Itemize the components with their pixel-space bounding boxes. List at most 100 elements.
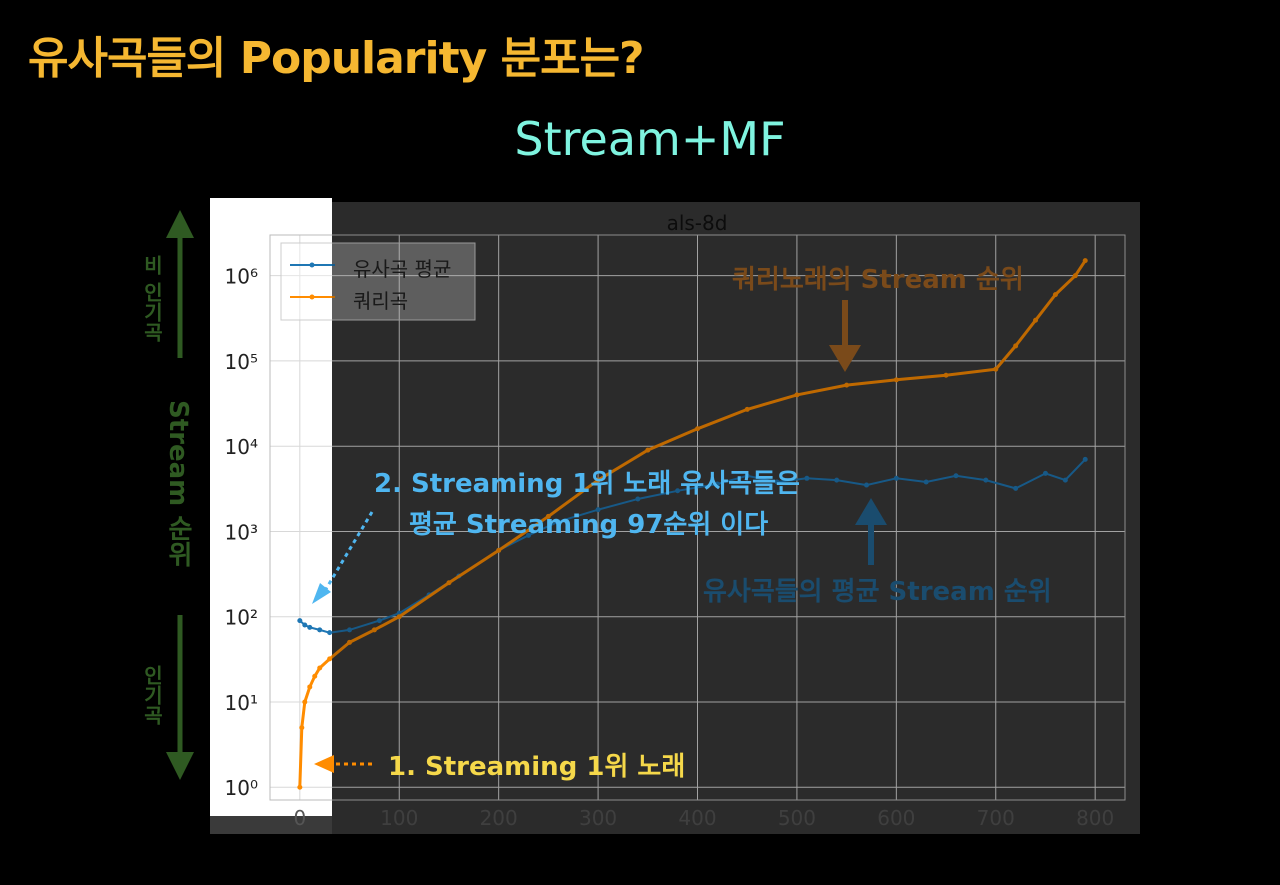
data-point-query (446, 580, 452, 586)
y-tick-label: 10² (225, 606, 258, 630)
data-point-query (327, 656, 333, 662)
legend-box (280, 242, 476, 321)
x-tick-label: 600 (877, 806, 915, 830)
annotation-similar-avg: 유사곡들의 평균 Stream 순위 (703, 577, 1052, 607)
legend-marker-similar (309, 262, 315, 268)
data-point-query (1082, 258, 1088, 264)
query-rank-arrowhead (829, 345, 861, 372)
annotation-note1: 1. Streaming 1위 노래 (388, 752, 686, 782)
y-tick-label: 10⁴ (225, 435, 258, 459)
data-point-similar-avg (317, 627, 323, 633)
data-point-query (496, 547, 502, 553)
chart-dim-panel (332, 202, 1140, 834)
data-point-query (645, 447, 651, 453)
x-tick-label: 0 (293, 806, 306, 830)
annotation-note2-line2: 평균 Streaming 97순위 이다 (409, 510, 769, 540)
data-point-query (347, 639, 353, 645)
note2-arrowhead (312, 583, 331, 604)
y-tick-label: 10⁰ (225, 776, 258, 800)
side-label-stream-rank: Stream 순위 (163, 400, 193, 568)
chart-series-layer (297, 258, 1088, 790)
data-point-similar-avg (714, 481, 720, 487)
data-point-query (993, 366, 999, 372)
x-tick-label: 800 (1076, 806, 1114, 830)
data-point-query (893, 377, 899, 383)
data-point-similar-avg (744, 473, 750, 479)
data-point-similar-avg (1062, 477, 1068, 483)
x-tick-label: 700 (977, 806, 1015, 830)
note1-arrowhead (314, 755, 334, 773)
series-line-similar-avg (299, 458, 1086, 634)
data-point-query (317, 665, 323, 671)
data-point-query (744, 406, 750, 412)
data-point-query (943, 372, 949, 378)
data-point-similar-avg (864, 482, 870, 488)
data-point-similar-avg (1082, 456, 1088, 462)
annotation-query-rank: 쿼리노래의 Stream 순위 (732, 265, 1024, 295)
data-point-query (794, 392, 800, 398)
data-point-similar-avg (893, 475, 899, 481)
chart-ticks: 0 100 200 300 400 500 600 700 800 10⁰ 10¹ 10² 10³ 10⁴… (225, 265, 1115, 830)
data-point-similar-avg (923, 479, 929, 485)
plot-frame (269, 234, 1126, 801)
chart-white-panel (210, 198, 332, 816)
data-point-similar-avg (1013, 485, 1019, 491)
side-label-popular: 인기곡 (140, 665, 164, 725)
slide-title: 유사곡들의 Popularity 분포는? (28, 33, 645, 84)
data-point-query (371, 627, 377, 633)
y-tick-label: 10¹ (225, 691, 258, 715)
data-point-similar-avg (595, 507, 601, 513)
data-point-query (396, 614, 402, 620)
legend-label-similar: 유사곡 평균 (353, 257, 451, 281)
chart-legend: 유사곡 평균 쿼리곡 (280, 242, 476, 321)
y-tick-label: 10⁶ (225, 265, 258, 289)
x-tick-label: 200 (480, 806, 518, 830)
side-arrow-up-head (166, 210, 194, 238)
data-point-query (307, 684, 313, 690)
data-point-similar-avg (804, 475, 810, 481)
data-point-similar-avg (297, 618, 303, 624)
data-point-query (595, 477, 601, 483)
data-point-query (844, 382, 850, 388)
data-point-similar-avg (675, 488, 681, 494)
data-point-similar-avg (327, 630, 333, 636)
x-tick-label: 100 (380, 806, 418, 830)
side-label-unpopular: 비 인기곡 (140, 255, 164, 342)
legend-marker-query (309, 294, 315, 300)
data-point-similar-avg (834, 477, 840, 483)
data-point-query (1033, 317, 1039, 323)
x-tick-label: 300 (579, 806, 617, 830)
chart-dim-panel-bottom (210, 816, 332, 834)
data-point-similar-avg (555, 519, 561, 525)
data-point-similar-avg (983, 477, 989, 483)
data-point-query (299, 725, 305, 731)
chart-title: als-8d (667, 211, 728, 235)
y-tick-label: 10³ (225, 520, 258, 544)
data-point-similar-avg (635, 496, 641, 502)
data-point-similar-avg (302, 622, 308, 628)
data-point-similar-avg (347, 627, 353, 633)
data-point-query (1052, 292, 1058, 298)
y-tick-label: 10⁵ (225, 350, 258, 374)
annotation-note2-line1: 2. Streaming 1위 노래 유사곡들은 (374, 469, 800, 499)
data-point-similar-avg (774, 479, 780, 485)
x-tick-label: 500 (778, 806, 816, 830)
data-point-query (297, 784, 303, 790)
data-point-similar-avg (307, 624, 313, 630)
dim-overlay (332, 202, 1140, 834)
slide-subtitle: Stream+MF (514, 112, 786, 166)
data-point-query (1072, 273, 1078, 279)
data-point-similar-avg (376, 618, 382, 624)
data-point-similar-avg (953, 473, 959, 479)
data-point-query (302, 699, 308, 705)
x-tick-label: 400 (678, 806, 716, 830)
data-point-query (1013, 343, 1019, 349)
data-point-query (545, 513, 551, 519)
data-point-similar-avg (525, 532, 531, 538)
side-arrow-down-head (166, 752, 194, 780)
data-point-similar-avg (1042, 470, 1048, 476)
similar-avg-arrowhead (855, 498, 887, 525)
data-point-query (312, 673, 318, 679)
chart-grid (269, 234, 1126, 801)
